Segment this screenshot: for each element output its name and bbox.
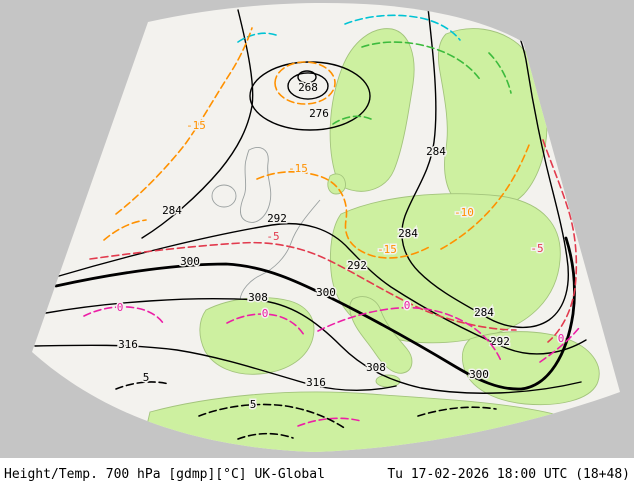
contour-temp-magenta-0-atlantic bbox=[83, 306, 164, 324]
contour-height-292 bbox=[58, 222, 587, 355]
contour-label-temp-black-5-morocco: 5 bbox=[250, 398, 257, 411]
contour-label-temp-magenta-0-atlantic: 0 bbox=[117, 301, 124, 314]
contour-label-temp-orange-minus15-nw: -15 bbox=[186, 119, 206, 132]
map-footer: Height/Temp. 700 hPa [gdmp][°C] UK-Globa… bbox=[0, 458, 634, 490]
contour-temp-black-5-morocco bbox=[198, 403, 347, 430]
contour-temp-magenta-0-iberia bbox=[226, 313, 306, 338]
contour-label-height-308: 308 bbox=[248, 291, 268, 304]
contour-temp-red-minus5-east bbox=[542, 139, 578, 343]
contour-label-temp-orange-minus15-mid: -15 bbox=[377, 243, 397, 256]
contour-label-height-308: 308 bbox=[366, 361, 386, 374]
land-sicily bbox=[375, 374, 401, 388]
contour-label-height-300-bold: 300 bbox=[180, 255, 200, 268]
contour-label-temp-magenta-0-east: 0 bbox=[558, 332, 565, 345]
contour-label-temp-red-minus5-east: -5 bbox=[530, 242, 543, 255]
contour-height-308 bbox=[45, 298, 582, 394]
contour-temp-orange-minus15-nw bbox=[115, 27, 253, 215]
contour-label-height-284-east: 284 bbox=[474, 306, 494, 319]
contour-label-height-268: 268 bbox=[298, 81, 318, 94]
contour-label-height-316: 316 bbox=[118, 338, 138, 351]
contour-label-temp-orange-minus15-mid: -15 bbox=[288, 162, 308, 175]
land-ireland bbox=[211, 184, 237, 208]
land-denmark bbox=[327, 173, 346, 195]
land-central-europe bbox=[330, 193, 561, 344]
land-west-europe-coast bbox=[239, 199, 321, 301]
contour-label-height-300-bold: 300 bbox=[469, 368, 489, 381]
contour-temp-red-minus5-main bbox=[89, 241, 517, 331]
contour-temp-magenta-0-east bbox=[539, 327, 580, 363]
contour-temp-orange-left-edge bbox=[103, 219, 147, 241]
land-scandinavia bbox=[329, 28, 415, 192]
contour-temp-orange-minus10 bbox=[440, 144, 530, 250]
weather-map: 268 276 284 284 284 284 292 292 292 300 300 300 308 3… bbox=[32, 3, 620, 452]
contour-label-temp-magenta-0-iberia: 0 bbox=[262, 307, 269, 320]
land-britain bbox=[240, 147, 272, 223]
contour-temp-orange-minus15-mid bbox=[256, 171, 432, 259]
contour-height-284-west bbox=[141, 9, 254, 239]
contour-label-height-276: 276 bbox=[309, 107, 329, 120]
contour-temp-magenta-0-africa bbox=[297, 417, 362, 427]
contour-label-height-292: 292 bbox=[347, 259, 367, 272]
contour-temp-cyan-left bbox=[237, 32, 277, 43]
contour-label-temp-magenta-0-med: 0 bbox=[404, 299, 411, 312]
contour-height-316 bbox=[34, 344, 397, 392]
map-datetime: Tu 17-02-2026 18:00 UTC (18+48) bbox=[387, 466, 630, 482]
contour-label-temp-orange-minus10: -10 bbox=[454, 206, 474, 219]
contour-temp-cyan-top bbox=[344, 14, 461, 41]
contour-temp-black-5-west bbox=[115, 381, 170, 390]
contour-label-height-292: 292 bbox=[267, 212, 287, 225]
contour-label-height-292: 292 bbox=[490, 335, 510, 348]
contour-height-284-east bbox=[401, 7, 569, 329]
contour-label-height-284-east: 284 bbox=[398, 227, 418, 240]
contour-temp-green-east bbox=[488, 52, 512, 94]
contour-temp-green-scandinavia bbox=[361, 41, 482, 82]
land-iberia bbox=[199, 297, 315, 375]
contour-label-temp-black-5-west: 5 bbox=[143, 371, 150, 384]
contour-temp-black-5-south bbox=[237, 432, 294, 440]
map-area: 268 276 284 284 284 284 292 292 292 300 300 300 308 3… bbox=[32, 3, 620, 452]
contour-label-height-300-bold: 300 bbox=[316, 286, 336, 299]
contour-height-300-bold bbox=[54, 236, 576, 391]
contour-label-temp-red-minus5-main: -5 bbox=[266, 230, 279, 243]
contour-temp-green-mid bbox=[332, 115, 372, 125]
map-title: Height/Temp. 700 hPa [gdmp][°C] UK-Globa… bbox=[4, 466, 325, 482]
contour-temp-orange-ring bbox=[274, 61, 336, 105]
contour-temp-magenta-0-med bbox=[317, 306, 502, 362]
contour-height-276 bbox=[249, 61, 371, 131]
contour-height-inner-core bbox=[297, 70, 317, 84]
contour-height-268 bbox=[287, 72, 329, 100]
contour-label-height-316: 316 bbox=[306, 376, 326, 389]
contour-label-height-284-west: 284 bbox=[162, 204, 182, 217]
contour-temp-black-5-libya bbox=[417, 406, 497, 417]
contour-label-height-284-east: 284 bbox=[426, 145, 446, 158]
